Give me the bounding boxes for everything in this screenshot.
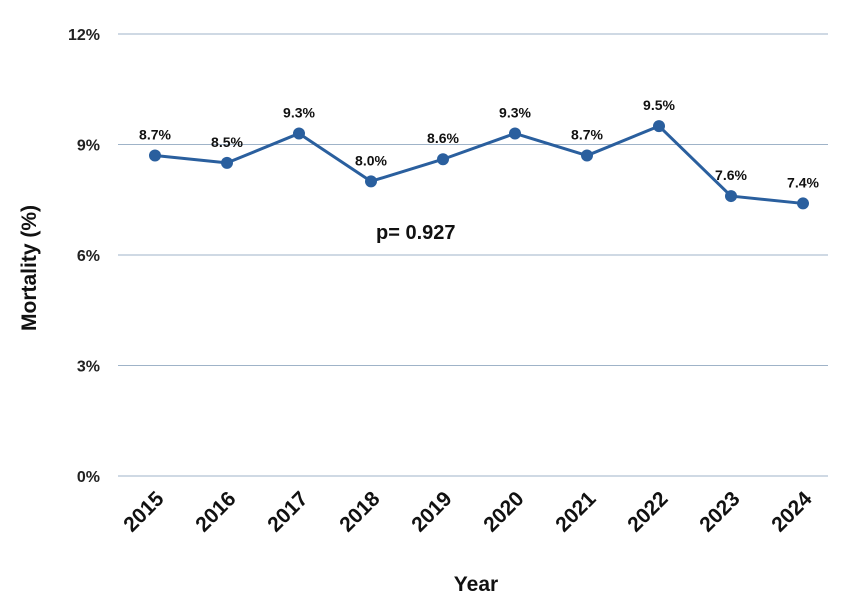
- data-point: [365, 175, 377, 188]
- y-axis-title: Mortality (%): [18, 205, 41, 331]
- series-mortality: [149, 120, 809, 210]
- x-tick-label: 2024: [767, 487, 817, 537]
- data-point: [509, 127, 521, 140]
- data-point: [149, 149, 161, 162]
- data-label: 8.7%: [571, 127, 603, 143]
- y-tick-label: 6%: [77, 248, 100, 265]
- data-label: 9.3%: [499, 104, 531, 120]
- x-tick-label: 2018: [335, 487, 385, 537]
- data-label: 7.4%: [787, 174, 819, 190]
- x-tick-label: 2015: [119, 487, 169, 537]
- y-tick-label: 12%: [68, 27, 100, 44]
- data-point: [797, 197, 809, 210]
- data-point: [293, 127, 305, 140]
- y-tick-label: 9%: [77, 138, 100, 155]
- data-label: 8.6%: [427, 130, 459, 146]
- x-tick-label: 2021: [551, 487, 601, 537]
- data-labels: 8.7% 8.5% 9.3% 8.0% 8.6% 9.3% 8.7% 9.5% 7.6% 7.4%: [139, 97, 819, 190]
- data-label: 8.0%: [355, 152, 387, 168]
- p-value-annotation: p= 0.927: [376, 222, 456, 244]
- x-tick-label: 2023: [695, 487, 744, 536]
- data-label: 9.5%: [643, 97, 675, 113]
- y-axis-ticks: 0% 3% 6% 9% 12%: [68, 27, 100, 486]
- data-label: 8.5%: [211, 134, 243, 150]
- data-point: [653, 120, 665, 133]
- data-point: [221, 156, 233, 169]
- x-tick-label: 2019: [407, 487, 456, 536]
- x-axis-ticks: 2015 2016 2017 2018 2019 2020 2021 2022 2023 2024: [119, 487, 817, 537]
- x-tick-label: 2017: [263, 487, 312, 536]
- data-label: 9.3%: [283, 104, 315, 120]
- x-tick-label: 2016: [191, 487, 240, 536]
- data-point: [581, 149, 593, 162]
- y-tick-label: 3%: [77, 359, 100, 376]
- gridlines: [118, 33, 828, 477]
- x-tick-label: 2020: [479, 487, 528, 536]
- x-axis-title: Year: [454, 573, 498, 596]
- data-label: 7.6%: [715, 167, 747, 183]
- series-line: [154, 124, 804, 205]
- data-point: [437, 153, 449, 166]
- y-tick-label: 0%: [77, 469, 100, 486]
- data-label: 8.7%: [139, 127, 171, 143]
- x-tick-label: 2022: [623, 487, 672, 536]
- data-point: [725, 190, 737, 203]
